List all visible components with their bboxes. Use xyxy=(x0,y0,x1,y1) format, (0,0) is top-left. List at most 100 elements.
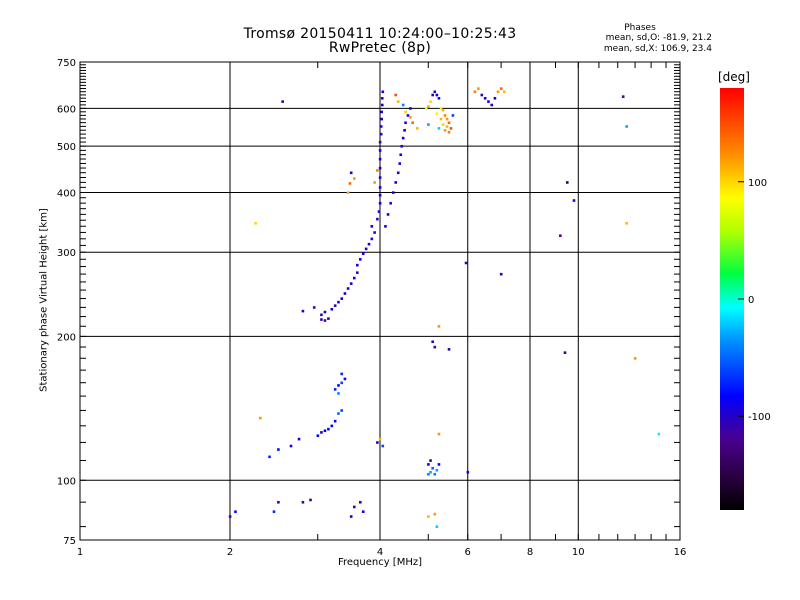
echo-point xyxy=(433,512,437,516)
echo-point xyxy=(343,292,347,295)
echo-point xyxy=(370,237,374,241)
echo-point xyxy=(330,424,334,428)
echo-point xyxy=(404,121,407,125)
echo-point xyxy=(427,105,430,109)
echo-point xyxy=(348,182,352,185)
echo-point xyxy=(493,96,497,100)
phase-stats-x: mean, sd,X: 106.9, 23.4 xyxy=(603,44,712,54)
echo-point xyxy=(373,181,376,184)
echo-point xyxy=(477,87,480,90)
echo-point xyxy=(633,357,637,360)
echo-point xyxy=(437,325,441,328)
echo-point xyxy=(394,181,398,184)
echo-point xyxy=(490,103,494,107)
echo-point xyxy=(378,201,382,205)
echo-point xyxy=(361,510,365,513)
x-tick-labels: 1 2 4 6 8 10 16 xyxy=(77,547,687,558)
echo-point xyxy=(427,463,430,466)
echo-point xyxy=(323,429,327,433)
data-points xyxy=(228,87,661,529)
echo-point xyxy=(496,90,500,94)
echo-point xyxy=(289,444,293,448)
colorbar-ticks: 100 0 -100 xyxy=(738,178,771,423)
echo-point xyxy=(320,318,323,321)
chart-subtitle: RwPretec (8p) xyxy=(328,40,432,56)
echo-point xyxy=(565,181,569,184)
echo-point xyxy=(380,96,384,100)
colorbar-tick-label: 0 xyxy=(748,295,754,306)
echo-point xyxy=(277,500,280,504)
echo-point xyxy=(487,100,490,103)
echo-point xyxy=(349,515,353,518)
echo-point xyxy=(559,234,562,237)
echo-point xyxy=(433,345,437,349)
echo-point xyxy=(361,252,365,256)
echo-point xyxy=(401,136,405,140)
echo-point xyxy=(346,287,350,290)
echo-point xyxy=(386,213,390,216)
y-tick-label: 750 xyxy=(57,58,76,69)
echo-point xyxy=(441,108,445,112)
phase-stats-title: Phases xyxy=(624,23,656,33)
echo-point xyxy=(376,217,379,221)
echo-point xyxy=(309,498,312,502)
echo-point xyxy=(437,96,441,100)
colorbar-unit-label: [deg] xyxy=(718,70,750,84)
echo-point xyxy=(349,171,353,175)
echo-point xyxy=(340,372,344,376)
echo-point xyxy=(625,125,628,128)
echo-point xyxy=(323,319,327,322)
phase-stats-o: mean, sd,O: -81.9, 21.2 xyxy=(605,33,712,43)
echo-point xyxy=(621,95,625,98)
echo-point xyxy=(449,127,453,130)
echo-point xyxy=(499,87,503,90)
echo-point xyxy=(333,419,337,423)
echo-point xyxy=(333,304,337,307)
echo-point xyxy=(380,117,384,121)
echo-point xyxy=(333,388,337,391)
echo-point xyxy=(337,392,340,395)
y-tick-label: 400 xyxy=(57,188,76,199)
echo-point xyxy=(352,177,356,180)
echo-point xyxy=(483,96,487,100)
echo-point xyxy=(443,128,447,132)
echo-point xyxy=(323,310,327,314)
echo-point xyxy=(364,247,368,251)
x-tick-label: 16 xyxy=(674,547,687,558)
echo-point xyxy=(441,123,445,126)
echo-point xyxy=(355,271,359,274)
echo-point xyxy=(380,110,384,114)
echo-point xyxy=(409,107,412,110)
echo-point xyxy=(502,90,506,94)
y-tick-label: 100 xyxy=(57,476,76,487)
echo-point xyxy=(378,149,382,152)
echo-point xyxy=(337,300,340,304)
echo-point xyxy=(411,121,414,125)
x-tick-label: 4 xyxy=(377,547,383,558)
echo-point xyxy=(379,132,383,136)
x-tick-label: 8 xyxy=(527,547,533,558)
echo-point xyxy=(400,144,404,148)
echo-point xyxy=(466,470,470,474)
echo-point xyxy=(340,409,344,412)
echo-point xyxy=(394,93,398,97)
echo-point xyxy=(409,115,412,119)
echo-point xyxy=(443,114,447,117)
echo-point xyxy=(473,90,477,94)
echo-point xyxy=(378,193,382,197)
echo-point xyxy=(268,455,271,459)
y-tick-labels: 75 100 200 300 400 500 600 750 xyxy=(57,58,76,547)
echo-point xyxy=(451,114,455,117)
echo-point xyxy=(403,128,406,132)
echo-point xyxy=(349,282,353,285)
echo-point xyxy=(396,171,400,175)
echo-point xyxy=(330,307,334,311)
echo-point xyxy=(399,153,403,157)
echo-point xyxy=(378,186,382,189)
echo-point xyxy=(396,100,400,103)
echo-point xyxy=(259,416,262,420)
echo-point xyxy=(358,258,362,261)
echo-point xyxy=(367,242,371,246)
echo-point xyxy=(404,110,407,114)
echo-point xyxy=(234,510,237,513)
